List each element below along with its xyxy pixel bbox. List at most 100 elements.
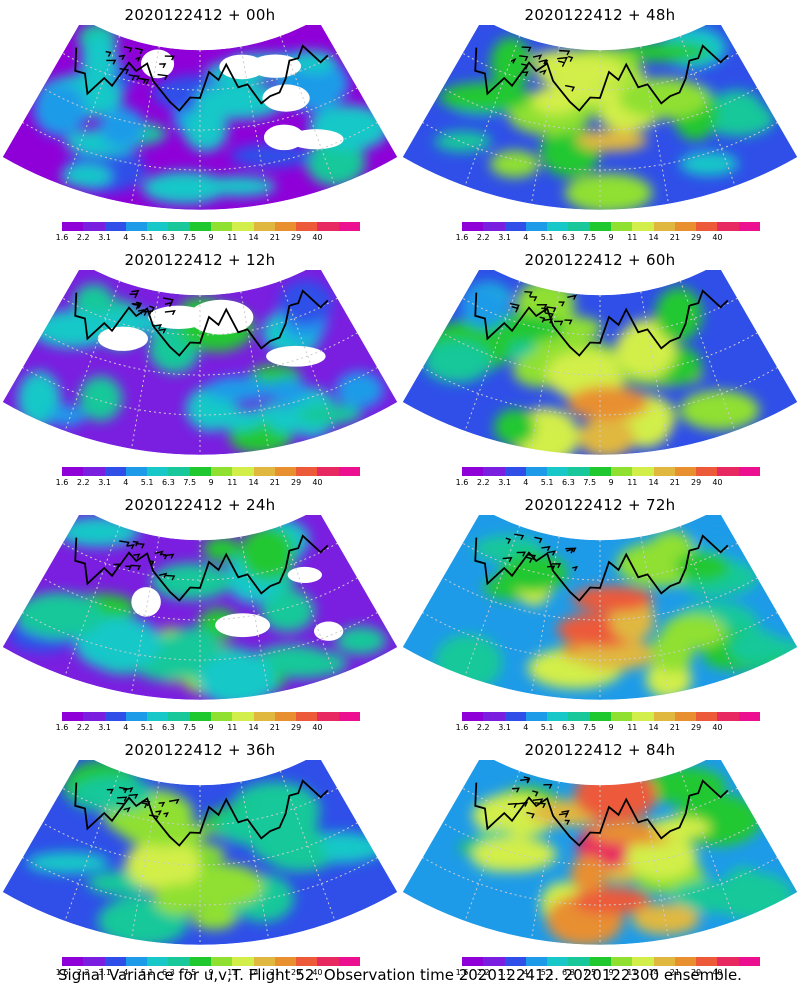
colorbar-tick-label: 29 <box>291 478 302 487</box>
colorbar-segment <box>589 467 611 476</box>
colorbar-segment <box>83 467 105 476</box>
colorbar-tick-label: 1.6 <box>55 233 69 242</box>
colorbar-tick-label: 5.1 <box>540 723 554 732</box>
colorbar-tick-label: 9 <box>208 478 214 487</box>
island-outline <box>564 319 573 325</box>
colorbar-tick-label: 11 <box>627 723 638 732</box>
island-outline <box>546 550 556 556</box>
colorbar-tick-label: 14 <box>648 723 659 732</box>
colorbar-tick-label: 11 <box>227 968 238 977</box>
island-outline <box>521 46 532 52</box>
colorbar-tick-label: 3.1 <box>98 233 111 242</box>
variance-blob <box>267 378 309 404</box>
variance-blob <box>567 386 649 421</box>
variance-blob <box>494 408 535 446</box>
panel-title: 2020122412 + 48h <box>524 6 676 24</box>
island-outline <box>169 798 180 805</box>
colorbar-tick-label: 14 <box>248 968 259 977</box>
island-outline <box>158 572 168 578</box>
colorbar-segment <box>189 222 211 231</box>
island-outline <box>117 796 128 802</box>
colorbar-segment <box>253 222 275 231</box>
colorbar-tick-label: 7.5 <box>583 968 597 977</box>
colorbar-segment <box>210 712 233 721</box>
colorbar-tick-label: 7.5 <box>183 233 197 242</box>
colorbar-segment <box>717 222 739 231</box>
colorbar-tick-label: 4 <box>123 233 129 242</box>
colorbar-segment <box>83 957 105 966</box>
latitude-gridline <box>42 822 358 866</box>
colorbar-segment <box>189 467 211 476</box>
colorbar-segment <box>125 467 148 476</box>
island-outline <box>140 801 148 809</box>
colorbar <box>62 222 360 231</box>
colorbar-labels: 1.6 2.2 3.1 4 5.1 6.3 7.5 9 11 14 21 29 40 <box>452 233 772 245</box>
variance-blob <box>434 130 492 153</box>
colorbar-tick-label: 14 <box>248 478 259 487</box>
colorbar-tick-label: 1.6 <box>455 723 469 732</box>
variance-blob <box>723 866 764 918</box>
colorbar-tick-label: 5.1 <box>540 968 554 977</box>
variance-blob <box>423 340 492 383</box>
island-outline <box>127 544 135 550</box>
colorbar-segment <box>696 957 718 966</box>
colorbar-tick-label: 11 <box>627 968 638 977</box>
island-outline <box>165 574 176 581</box>
colorbar-segment <box>168 957 190 966</box>
colorbar-tick-label: 6.3 <box>562 723 575 732</box>
island-outline <box>155 810 162 816</box>
colorbar-segment <box>462 467 484 476</box>
variance-blob <box>655 287 703 341</box>
island-outline <box>130 564 142 571</box>
colorbar-segment <box>274 957 297 966</box>
colorbar-tick-label: 29 <box>691 968 702 977</box>
colorbar-tick-label: 29 <box>691 233 702 242</box>
colorbar-tick-label: 6.3 <box>562 968 575 977</box>
map-plot <box>402 760 798 946</box>
colorbar-tick-label: 5.1 <box>140 233 154 242</box>
variance-blob <box>48 405 86 427</box>
colorbar-segment <box>738 467 760 476</box>
colorbar-tick-label: 14 <box>648 233 659 242</box>
colorbar-segment <box>462 957 484 966</box>
latitude-gridline <box>42 87 358 131</box>
colorbar-segment <box>274 222 297 231</box>
panel-12h: 2020122412 + 12h 1.6 2.2 3.1 4 5.1 6.3 7.5 9 11 1… <box>0 245 400 490</box>
colorbar-tick-label: 29 <box>291 233 302 242</box>
colorbar-tick-label: 7.5 <box>183 478 197 487</box>
variance-blob <box>702 101 775 137</box>
variance-blob <box>570 855 608 893</box>
colorbar-segment <box>568 712 590 721</box>
colorbar-tick-label: 3.1 <box>498 968 511 977</box>
island-outline <box>164 310 176 316</box>
colorbar-tick-label: 14 <box>248 233 259 242</box>
colorbar-segment <box>274 467 297 476</box>
colorbar-tick-label: 6.3 <box>162 478 175 487</box>
island-outline <box>135 56 142 62</box>
variance-blob <box>490 150 540 178</box>
colorbar-segment <box>317 957 339 966</box>
colorbar-tick-label: 2.2 <box>476 968 490 977</box>
colorbar-tick-label: 4 <box>123 968 129 977</box>
colorbar-tick-label: 9 <box>208 723 214 732</box>
colorbar-tick-label: 2.2 <box>476 478 490 487</box>
island-outline <box>154 550 164 556</box>
colorbar-segment <box>674 222 697 231</box>
island-outline <box>511 306 519 313</box>
variance-blob <box>254 644 330 674</box>
panel-title: 2020122412 + 24h <box>124 496 276 514</box>
island-outline <box>557 56 569 62</box>
variance-blob <box>297 404 362 425</box>
variance-blob <box>289 50 337 74</box>
no-data-area <box>262 84 310 112</box>
colorbar-tick-label: 3.1 <box>498 478 511 487</box>
colorbar-segment <box>338 222 360 231</box>
island-outline <box>572 565 579 572</box>
colorbar-segment <box>147 222 169 231</box>
colorbar-segment <box>253 712 275 721</box>
colorbar-segment <box>525 222 548 231</box>
island-outline <box>534 802 547 809</box>
variance-blob <box>153 884 204 916</box>
colorbar-segment <box>525 467 548 476</box>
island-outline <box>137 77 147 85</box>
